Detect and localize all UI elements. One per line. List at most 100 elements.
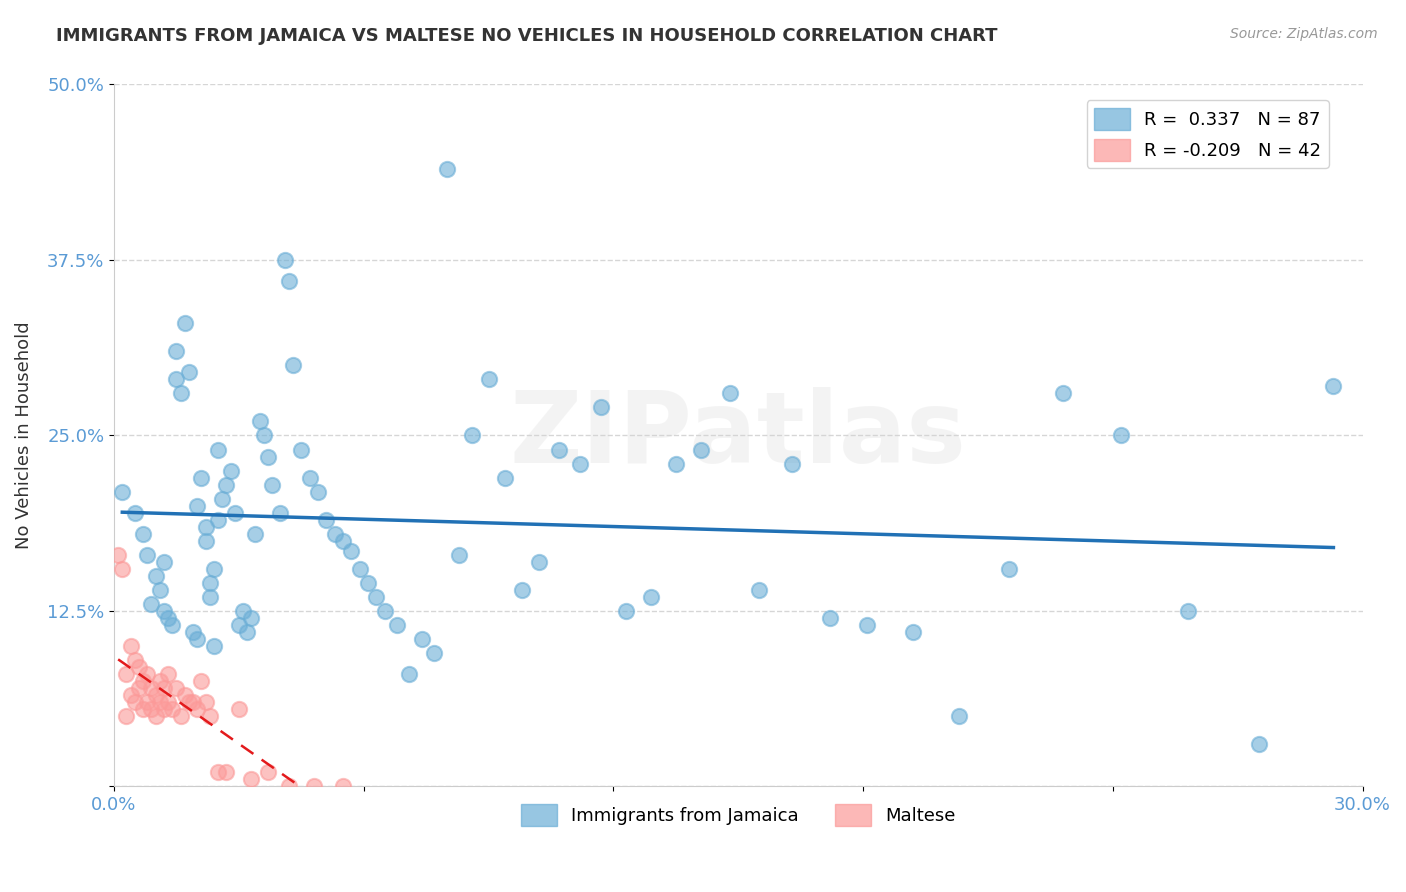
Point (332, 780, 354, 794)
Point (856, 618, 879, 632)
Point (128, 660, 150, 674)
Point (232, 604, 254, 618)
Point (997, 562, 1019, 576)
Point (1109, 428, 1132, 442)
Y-axis label: No Vehicles in Household: No Vehicles in Household (15, 322, 32, 549)
Point (132, 526, 155, 541)
Point (153, 604, 176, 618)
Point (145, 569, 167, 583)
Point (186, 702, 208, 716)
Point (1247, 737, 1270, 751)
Text: ZIPatlas: ZIPatlas (510, 387, 967, 484)
Point (194, 695, 217, 709)
Point (948, 709, 970, 723)
Point (257, 765, 280, 780)
Point (157, 695, 180, 709)
Point (240, 772, 263, 787)
Point (253, 428, 276, 442)
Point (357, 575, 380, 590)
Point (277, 274, 299, 288)
Text: Source: ZipAtlas.com: Source: ZipAtlas.com (1230, 27, 1378, 41)
Point (249, 414, 271, 428)
Point (153, 702, 176, 716)
Point (124, 506, 146, 520)
Point (169, 709, 191, 723)
Point (718, 386, 741, 401)
Point (190, 470, 212, 484)
Point (818, 611, 841, 625)
Point (245, 526, 267, 541)
Point (198, 575, 221, 590)
Point (269, 506, 291, 520)
Point (211, 491, 233, 506)
Point (145, 709, 167, 723)
Point (186, 499, 208, 513)
Point (366, 590, 388, 604)
Point (228, 618, 250, 632)
Point (323, 526, 346, 541)
Point (153, 555, 176, 569)
Point (748, 582, 770, 597)
Point (128, 681, 150, 696)
Point (262, 477, 284, 491)
Point (302, 780, 325, 794)
Point (423, 646, 446, 660)
Point (165, 372, 187, 386)
Point (157, 611, 180, 625)
Point (132, 702, 155, 716)
Point (149, 582, 172, 597)
Point (115, 709, 138, 723)
Point (373, 604, 395, 618)
Point (273, 252, 295, 267)
Point (215, 765, 238, 780)
Point (614, 604, 637, 618)
Point (177, 695, 200, 709)
Point (141, 681, 163, 696)
Point (901, 625, 924, 640)
Point (281, 358, 304, 372)
Point (236, 625, 259, 640)
Point (1322, 379, 1344, 393)
Point (207, 513, 229, 527)
Point (228, 702, 250, 716)
Point (307, 484, 329, 499)
Point (136, 667, 159, 681)
Point (782, 457, 804, 471)
Point (132, 674, 155, 689)
Point (120, 688, 142, 702)
Point (589, 401, 612, 415)
Point (141, 702, 163, 716)
Point (477, 372, 499, 386)
Point (173, 688, 195, 702)
Point (165, 344, 187, 359)
Point (198, 590, 221, 604)
Point (689, 442, 711, 457)
Point (157, 667, 180, 681)
Point (436, 161, 458, 176)
Point (527, 555, 550, 569)
Point (207, 765, 229, 780)
Point (202, 639, 225, 653)
Point (224, 506, 246, 520)
Point (162, 618, 184, 632)
Point (640, 590, 662, 604)
Point (449, 548, 471, 562)
Point (111, 562, 134, 576)
Point (257, 450, 280, 464)
Point (115, 667, 138, 681)
Point (181, 625, 204, 640)
Point (315, 513, 337, 527)
Point (141, 597, 163, 611)
Point (124, 653, 146, 667)
Point (194, 519, 217, 533)
Point (173, 316, 195, 330)
Point (177, 365, 200, 379)
Legend: Immigrants from Jamaica, Maltese: Immigrants from Jamaica, Maltese (513, 797, 963, 834)
Point (165, 681, 187, 696)
Point (136, 695, 159, 709)
Point (494, 470, 516, 484)
Point (385, 618, 408, 632)
Point (120, 639, 142, 653)
Point (107, 548, 129, 562)
Point (169, 386, 191, 401)
